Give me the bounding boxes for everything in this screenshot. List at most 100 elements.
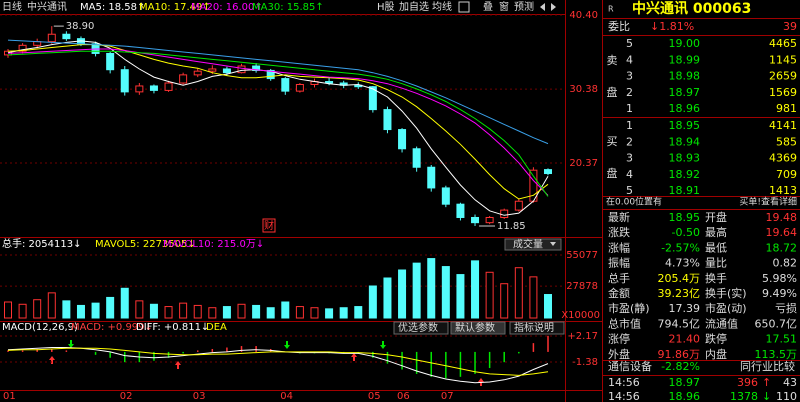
candle-body [164,82,173,91]
buy-signal [175,361,181,369]
toolbar-icon[interactable] [458,1,470,13]
axis-label: 27878 [566,281,598,292]
volume-bar [339,307,348,319]
toolbar-button[interactable]: 均线 [432,0,452,13]
indicator-header: MAVOL10: 215.0万↓ [163,239,264,250]
volume: 709 [776,168,797,181]
candle-body [222,68,231,74]
candle-body [427,166,436,189]
candle-body [120,69,129,93]
candle-body [514,200,523,211]
volume: 1569 [769,86,797,99]
nav-arrows[interactable] [540,3,556,11]
volume-bar [281,301,290,319]
candle-body [179,74,188,84]
candle-body [281,78,290,92]
stat-value: 18.72 [766,241,798,254]
stat-label: 市盈(静) [608,301,650,315]
stat-label: 金额 [608,286,630,300]
stat-label: 振幅 [608,256,630,270]
stat-label: 涨幅 [608,241,630,254]
candle-body [266,69,275,80]
trade-volume: 396 [737,376,758,389]
volume-bar [427,258,436,319]
stat-label: 外盘 [608,347,630,361]
level: 3 [626,152,633,165]
month-label: 03 [193,391,206,402]
stock-name: 中兴通讯 [27,0,67,13]
label: 委比 [608,20,630,33]
trade-direction: ↑ [762,376,771,389]
axis-label: +2.17 [567,331,598,342]
month-label: 05 [368,391,381,402]
candle-body [383,109,392,131]
volume-bar [106,296,115,319]
volume: 4369 [769,152,797,165]
trade-price: 18.97 [669,376,701,389]
sell-signal [380,341,386,349]
dea-line [7,347,549,376]
volume-bar [310,307,319,319]
stat-value: 5.98% [762,272,797,285]
param-button[interactable]: 优选参数 [398,321,438,334]
toolbar-button[interactable]: 窗 [499,0,509,13]
volume-bar [368,285,377,319]
param-button-box[interactable] [509,321,565,335]
param-button-box[interactable] [450,321,506,335]
macd-signals [49,340,484,386]
volume-bar [91,302,100,319]
dropdown-icon [550,242,556,246]
stat-value: 18.95 [669,211,701,224]
industry-compare[interactable]: 同行业比较 [740,359,795,373]
candle-body [47,33,56,43]
toolbar-button[interactable]: 预测 [514,0,534,13]
stat-label: 换手 [705,271,727,285]
volume-bar [295,306,304,319]
stat-value: 205.4万 [658,272,701,285]
industry-change: -2.82% [661,360,700,373]
ma-label: MA5: 18.58↑ [80,2,145,13]
stat-label: 市盈(动) [705,301,747,315]
volume-selector[interactable]: 成交量 [513,238,543,251]
candle-body [398,129,407,150]
event-box [262,218,276,233]
param-button-box[interactable] [393,321,449,335]
stat-value: 19.64 [766,226,798,239]
param-button[interactable]: 指标说明 [514,321,554,334]
toolbar-button[interactable]: 加自选 [399,0,429,13]
sell-signal [284,341,290,349]
volume-bar [266,307,275,319]
buy-signal [351,353,357,361]
volume-bar [529,276,538,319]
volume: 585 [776,135,797,148]
toolbar-button[interactable]: 叠 [483,1,493,13]
level: 2 [626,135,633,148]
candle-body [368,86,377,111]
toolbar-button[interactable]: H股 [377,1,395,13]
marker: R [608,5,614,14]
param-button[interactable]: 默认参数 [455,321,495,334]
stat-label: 跌停 [705,332,727,346]
candle-body [456,203,465,218]
period[interactable]: 日线 [2,0,22,13]
level: 1 [626,102,633,115]
level: 2 [626,86,633,99]
side-label: 买 [607,135,618,148]
candle-body [252,65,261,71]
stat-label: 总市值 [608,316,641,330]
notice: 在0.00位置有 [606,196,662,208]
event-label[interactable]: 财 [264,219,274,232]
volume-bar [325,308,334,319]
price: 18.94 [669,135,701,148]
volume-bar [514,267,523,319]
ma-label: MA20: 16.00↑ [191,2,263,13]
volume: 1145 [769,53,797,66]
ma-label: MA30: 15.85↑ [252,2,324,13]
ma-line [7,44,549,200]
notice-link: 买单!查看详细 [739,196,797,208]
stat-value: 亏损 [775,301,797,315]
selector-box[interactable] [504,238,562,251]
volume-bar [4,301,12,319]
level: 4 [626,53,633,66]
